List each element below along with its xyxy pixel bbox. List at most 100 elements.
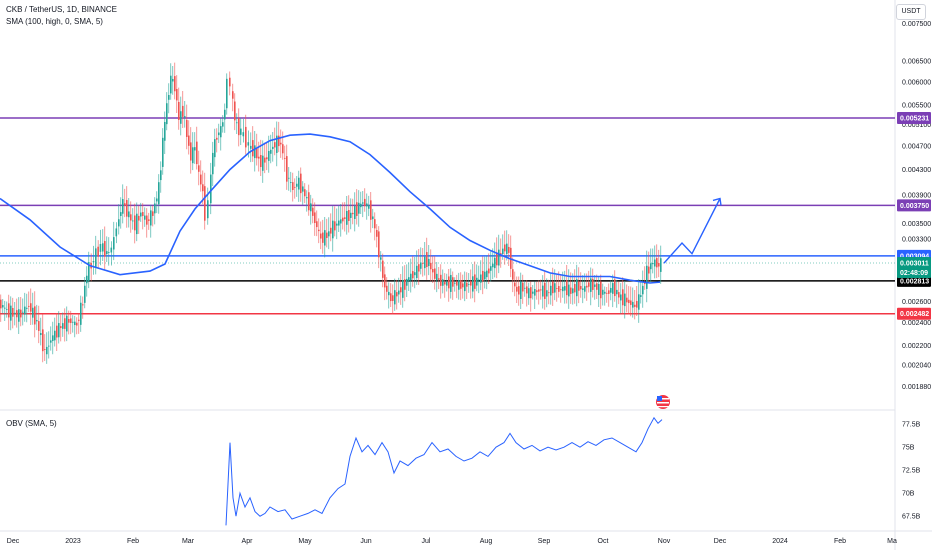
candle-body <box>354 205 356 220</box>
price-tick-label: 0.002400 <box>902 320 931 327</box>
time-axis[interactable]: Dec 2023 Feb Mar Apr May Jun Jul Aug Sep Oct Nov Dec… <box>7 538 897 545</box>
candle-body <box>486 270 488 278</box>
candle-body <box>344 217 346 219</box>
candle-body <box>58 323 60 338</box>
candle-body <box>620 294 622 301</box>
candle-body <box>2 305 4 308</box>
candle-body <box>508 246 510 253</box>
price-axis[interactable]: 0.007500 0.006500 0.006000 0.005500 0.005100… <box>902 21 931 521</box>
candle-body <box>378 231 380 258</box>
candle-body <box>276 135 278 153</box>
candle-body <box>570 287 572 294</box>
candle-body <box>546 290 548 297</box>
projection-arrow[interactable] <box>663 197 722 264</box>
candle-body <box>340 219 342 224</box>
candle-body <box>180 111 182 124</box>
candle-body <box>526 286 528 294</box>
flag-stripe <box>657 406 669 408</box>
candle-body <box>266 157 268 160</box>
candle-body <box>294 186 296 188</box>
price-tick-label: 0.003500 <box>902 221 931 228</box>
candle-body <box>594 284 596 287</box>
flag-canton <box>657 396 662 401</box>
candle-body <box>66 315 68 332</box>
candle-body <box>394 290 396 305</box>
candle-body <box>56 325 58 338</box>
candle-body <box>316 221 318 228</box>
candle-body <box>182 105 184 117</box>
time-tick-label: Feb <box>127 538 139 545</box>
candle-body <box>68 319 70 323</box>
candle-body <box>38 321 40 331</box>
candle-body <box>358 202 360 214</box>
candle-body <box>72 321 74 323</box>
candle-body <box>556 288 558 289</box>
candle-body <box>574 284 576 293</box>
candle-body <box>174 76 176 92</box>
candle-body <box>113 237 115 250</box>
candle-body <box>606 292 608 294</box>
candle-body <box>482 270 484 282</box>
candle-body <box>196 141 198 165</box>
sma-indicator-label[interactable]: SMA (100, high, 0, SMA, 5) <box>6 17 103 26</box>
price-tick-label: 0.004700 <box>902 144 931 151</box>
candle-body <box>144 215 146 220</box>
candle-body <box>232 91 234 99</box>
obv-indicator-label[interactable]: OBV (SMA, 5) <box>6 419 57 428</box>
candle-body <box>204 186 206 221</box>
candle-body <box>128 211 130 218</box>
price-tick-label: 0.002040 <box>902 363 931 370</box>
candle-body <box>158 182 160 205</box>
candle-body <box>40 333 42 336</box>
candle-body <box>324 230 326 246</box>
candle-body <box>124 203 126 206</box>
candle-body <box>576 279 578 297</box>
candle-body <box>268 150 270 161</box>
candle-body <box>588 282 590 287</box>
candle-body <box>260 155 262 168</box>
current-price-label: 0.003011 <box>900 261 929 268</box>
candle-body <box>178 101 180 120</box>
candle-body <box>412 271 414 279</box>
level-price-label: 0.002482 <box>900 311 929 318</box>
candle-body <box>234 101 236 121</box>
symbol-title[interactable]: CKB / TetherUS, 1D, BINANCE <box>6 5 117 14</box>
candle-body <box>42 329 44 352</box>
candle-body <box>308 192 310 211</box>
candle-body <box>436 273 438 281</box>
candle-body <box>478 279 480 281</box>
candle-body <box>18 309 20 322</box>
candle-body <box>99 243 102 252</box>
candle-body <box>648 266 650 274</box>
us-flag-icon[interactable] <box>656 395 670 409</box>
candle-body <box>78 319 80 321</box>
time-tick-label: Feb <box>834 538 846 545</box>
candle-body <box>186 119 188 137</box>
candle-body <box>310 203 312 212</box>
time-tick-label: Mar <box>182 538 195 545</box>
candle-body <box>420 262 422 269</box>
horizontal-levels[interactable] <box>0 117 895 315</box>
candle-body <box>60 326 62 329</box>
candle-body <box>322 232 324 243</box>
candle-body <box>52 335 54 342</box>
candle-body <box>628 299 630 304</box>
candle-body <box>92 261 95 263</box>
candle-body <box>326 232 328 238</box>
candle-body <box>448 276 450 289</box>
candle-body <box>638 294 640 310</box>
candle-body <box>218 132 220 136</box>
currency-badge[interactable]: USDT <box>896 4 926 20</box>
candle-body <box>356 202 358 216</box>
candle-body <box>272 146 274 149</box>
candle-body <box>522 282 524 292</box>
candle-body <box>562 286 564 292</box>
candle-body <box>604 291 606 294</box>
candle-body <box>97 246 99 257</box>
price-tick-label: 0.006000 <box>902 80 931 87</box>
candle-body <box>20 309 22 318</box>
candle-body <box>444 282 446 285</box>
candle-body <box>504 244 506 252</box>
